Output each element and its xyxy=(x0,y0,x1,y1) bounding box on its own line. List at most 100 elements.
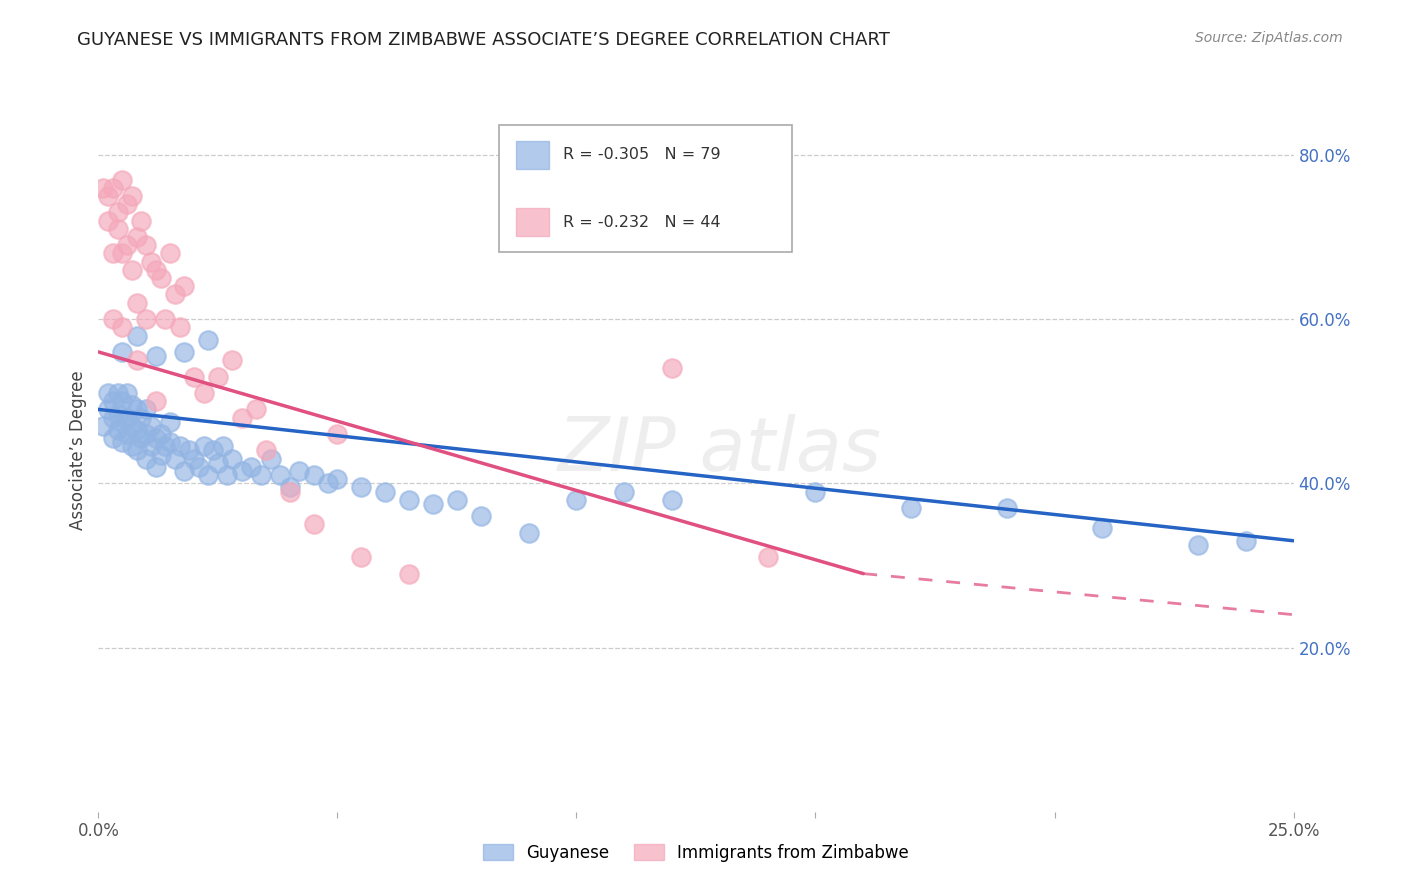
Point xyxy=(207,456,229,470)
Point xyxy=(163,287,186,301)
Point xyxy=(193,386,215,401)
Point xyxy=(240,459,263,474)
Point xyxy=(97,213,120,227)
Point xyxy=(115,427,138,442)
Bar xyxy=(516,209,548,235)
Point xyxy=(756,550,779,565)
Point xyxy=(1234,533,1257,548)
Point xyxy=(900,500,922,515)
Point xyxy=(661,492,683,507)
Point xyxy=(121,418,143,433)
Point xyxy=(326,427,349,442)
Point xyxy=(107,386,129,401)
Point xyxy=(221,353,243,368)
Point xyxy=(302,468,325,483)
Point xyxy=(111,172,134,186)
Point xyxy=(197,333,219,347)
Point xyxy=(149,448,172,462)
Point xyxy=(155,312,177,326)
Point xyxy=(101,246,124,260)
Point xyxy=(155,439,177,453)
Point xyxy=(159,415,181,429)
Point xyxy=(135,427,157,442)
Bar xyxy=(516,141,548,169)
Point xyxy=(111,435,134,450)
Point xyxy=(1187,538,1209,552)
Point xyxy=(398,492,420,507)
Point xyxy=(145,459,167,474)
Point xyxy=(135,312,157,326)
Point xyxy=(169,439,191,453)
Point xyxy=(139,418,162,433)
Y-axis label: Associate’s Degree: Associate’s Degree xyxy=(69,371,87,530)
Point xyxy=(995,500,1018,515)
Point xyxy=(91,418,114,433)
Point xyxy=(111,415,134,429)
Point xyxy=(115,238,138,252)
Point xyxy=(107,407,129,421)
Point xyxy=(259,451,281,466)
Point xyxy=(221,451,243,466)
Point xyxy=(422,497,444,511)
Point xyxy=(316,476,339,491)
Point xyxy=(193,439,215,453)
Point xyxy=(207,369,229,384)
Point xyxy=(91,180,114,194)
Point xyxy=(125,443,148,458)
Point xyxy=(163,451,186,466)
Point xyxy=(217,468,239,483)
Point xyxy=(115,410,138,425)
Point xyxy=(231,410,253,425)
Text: R = -0.305   N = 79: R = -0.305 N = 79 xyxy=(564,147,721,162)
Point xyxy=(107,205,129,219)
Text: GUYANESE VS IMMIGRANTS FROM ZIMBABWE ASSOCIATE’S DEGREE CORRELATION CHART: GUYANESE VS IMMIGRANTS FROM ZIMBABWE ASS… xyxy=(77,31,890,49)
Point xyxy=(107,221,129,235)
Point xyxy=(97,402,120,417)
Point xyxy=(326,472,349,486)
Point xyxy=(115,386,138,401)
Point xyxy=(115,197,138,211)
Text: R = -0.232   N = 44: R = -0.232 N = 44 xyxy=(564,215,721,229)
Point xyxy=(149,271,172,285)
Point xyxy=(1091,521,1114,535)
Point xyxy=(374,484,396,499)
Point xyxy=(245,402,267,417)
Point xyxy=(173,279,195,293)
Point xyxy=(179,443,201,458)
Point xyxy=(173,345,195,359)
Point xyxy=(149,427,172,442)
Point xyxy=(661,361,683,376)
Point xyxy=(278,480,301,494)
Point xyxy=(159,246,181,260)
Point xyxy=(804,484,827,499)
Point xyxy=(101,410,124,425)
Point xyxy=(125,353,148,368)
Point xyxy=(101,180,124,194)
Point xyxy=(278,484,301,499)
Text: ZIP atlas: ZIP atlas xyxy=(558,415,882,486)
Point xyxy=(211,439,233,453)
Point xyxy=(125,295,148,310)
Point xyxy=(398,566,420,581)
Point xyxy=(159,435,181,450)
FancyBboxPatch shape xyxy=(499,126,792,252)
Point xyxy=(169,320,191,334)
Point xyxy=(145,349,167,363)
Point xyxy=(101,394,124,409)
Legend: Guyanese, Immigrants from Zimbabwe: Guyanese, Immigrants from Zimbabwe xyxy=(477,837,915,869)
Point xyxy=(121,398,143,412)
Point xyxy=(183,451,205,466)
Point xyxy=(131,410,153,425)
Point xyxy=(145,431,167,445)
Point xyxy=(97,189,120,203)
Text: Source: ZipAtlas.com: Source: ZipAtlas.com xyxy=(1195,31,1343,45)
Point xyxy=(302,517,325,532)
Point xyxy=(101,312,124,326)
Point xyxy=(231,464,253,478)
Point xyxy=(197,468,219,483)
Point xyxy=(111,320,134,334)
Point xyxy=(202,443,225,458)
Point xyxy=(131,213,153,227)
Point xyxy=(125,230,148,244)
Point xyxy=(125,402,148,417)
